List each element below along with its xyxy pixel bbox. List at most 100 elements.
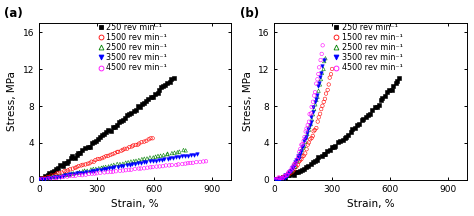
Point <box>111 151 118 155</box>
Point <box>302 136 310 139</box>
Point <box>295 154 303 157</box>
Point <box>289 167 297 171</box>
Point <box>100 156 108 159</box>
Point <box>278 178 286 181</box>
Point <box>122 161 129 164</box>
Point <box>373 105 381 109</box>
Point <box>275 178 283 181</box>
Point <box>173 156 180 159</box>
Point <box>58 171 65 174</box>
Point <box>284 172 292 176</box>
Point <box>278 177 286 180</box>
Point <box>53 176 61 180</box>
Point <box>271 177 278 180</box>
Point <box>315 66 323 69</box>
Point <box>324 88 331 92</box>
Point <box>301 135 308 139</box>
Point <box>311 91 319 94</box>
Point <box>358 118 365 122</box>
Point <box>131 167 139 171</box>
Point <box>291 168 298 171</box>
Point <box>281 175 288 178</box>
Point <box>274 178 282 181</box>
Point <box>64 173 72 176</box>
Point <box>84 162 91 165</box>
Point <box>154 154 162 158</box>
Point <box>51 175 59 178</box>
Point <box>56 163 64 166</box>
Point <box>124 160 132 164</box>
Point <box>95 167 102 170</box>
Point <box>160 153 167 157</box>
Point <box>318 52 326 56</box>
Point <box>82 146 89 150</box>
Point <box>157 154 164 157</box>
Point <box>53 175 61 179</box>
Point <box>149 159 157 162</box>
Point <box>280 175 288 178</box>
Point <box>52 167 60 170</box>
Point <box>104 129 112 132</box>
Point <box>363 115 370 119</box>
Point <box>320 153 328 156</box>
Point <box>306 123 313 127</box>
Point <box>290 164 298 167</box>
Point <box>64 160 72 163</box>
Point <box>305 164 312 167</box>
Point <box>182 149 190 152</box>
Point <box>300 139 307 143</box>
Point <box>278 176 286 179</box>
Point <box>44 175 51 179</box>
Point <box>167 77 175 81</box>
Point <box>119 162 127 165</box>
Point <box>122 168 129 172</box>
Point <box>292 162 300 165</box>
Point <box>116 162 124 166</box>
Point <box>78 173 86 177</box>
Point <box>79 171 87 174</box>
Point <box>90 167 97 171</box>
Point <box>69 167 77 170</box>
Point <box>316 81 323 84</box>
Point <box>289 169 297 173</box>
Point <box>127 164 134 167</box>
Point <box>272 178 279 181</box>
Point <box>113 123 120 127</box>
Point <box>317 58 324 62</box>
Point <box>126 145 133 149</box>
Point <box>140 167 148 170</box>
Point <box>392 81 400 85</box>
Point <box>92 167 100 171</box>
Point <box>149 137 156 140</box>
Point <box>153 165 160 168</box>
Point <box>63 170 70 173</box>
Point <box>81 169 88 172</box>
Point <box>170 76 177 80</box>
Point <box>40 176 48 180</box>
Point <box>73 172 81 175</box>
Point <box>314 95 321 98</box>
Point <box>113 150 121 154</box>
Point <box>307 120 315 123</box>
Point <box>284 171 292 174</box>
Point <box>140 140 148 143</box>
Point <box>318 155 325 158</box>
Point <box>171 151 178 154</box>
Point <box>292 171 300 174</box>
Point <box>289 167 297 170</box>
Point <box>152 159 159 162</box>
Point <box>36 178 43 181</box>
Point <box>73 165 81 169</box>
Point <box>315 116 322 119</box>
Point <box>279 176 287 179</box>
Point <box>271 178 278 181</box>
Point <box>280 175 287 179</box>
Point <box>90 140 98 144</box>
Point <box>91 169 98 173</box>
Point <box>132 108 139 111</box>
Point <box>336 140 344 143</box>
Point <box>82 170 90 174</box>
Point <box>88 172 96 175</box>
Point <box>360 117 367 121</box>
Point <box>45 177 52 181</box>
